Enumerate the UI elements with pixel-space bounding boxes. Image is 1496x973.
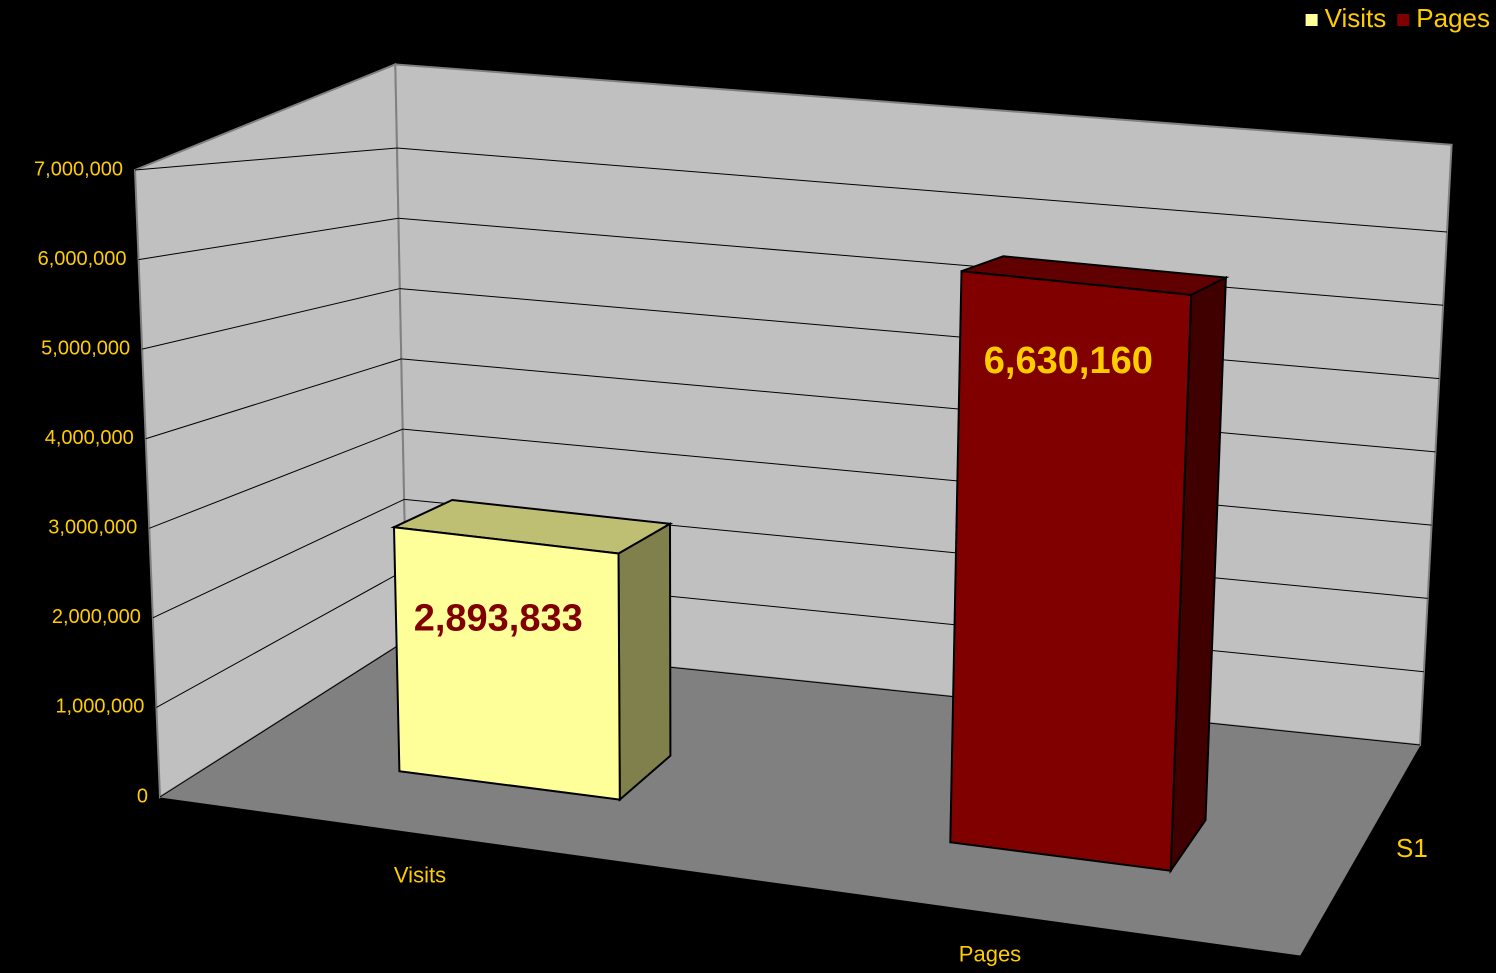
grid-line [399,288,1440,380]
y-tick-label: 4,000,000 [45,427,134,449]
legend-marker [1305,14,1318,26]
y-tick-label: 2,000,000 [52,606,141,628]
grid-line [145,358,402,440]
grid-line [401,358,1436,453]
y-tick-label: 0 [137,785,148,807]
x-tick-label: Pages [959,941,1021,966]
grid-line [159,639,408,798]
grid-line [134,147,398,171]
bar [392,526,621,801]
grid-line [156,569,406,708]
grid-line [152,498,405,619]
legend-label: Pages [1416,3,1490,33]
grid-line [149,428,403,529]
y-tick-label: 3,000,000 [48,517,137,539]
x-tick-label: Visits [394,862,446,887]
z-tick-label: S1 [1396,833,1428,863]
bar [949,270,1193,872]
data-label: 2,893,833 [414,597,583,639]
y-tick-label: 6,000,000 [38,248,127,270]
grid-line [396,147,1448,233]
legend-marker [1397,14,1410,26]
grid-line [402,428,1432,526]
y-tick-label: 5,000,000 [41,337,130,359]
data-label: 6,630,160 [984,340,1153,382]
grid-line [142,288,400,350]
grid-line [138,217,399,261]
bar-side [617,522,672,802]
legend-label: Visits [1325,3,1387,33]
grid-line [398,217,1444,306]
y-tick-label: 7,000,000 [34,158,123,180]
y-tick-label: 1,000,000 [55,696,144,718]
